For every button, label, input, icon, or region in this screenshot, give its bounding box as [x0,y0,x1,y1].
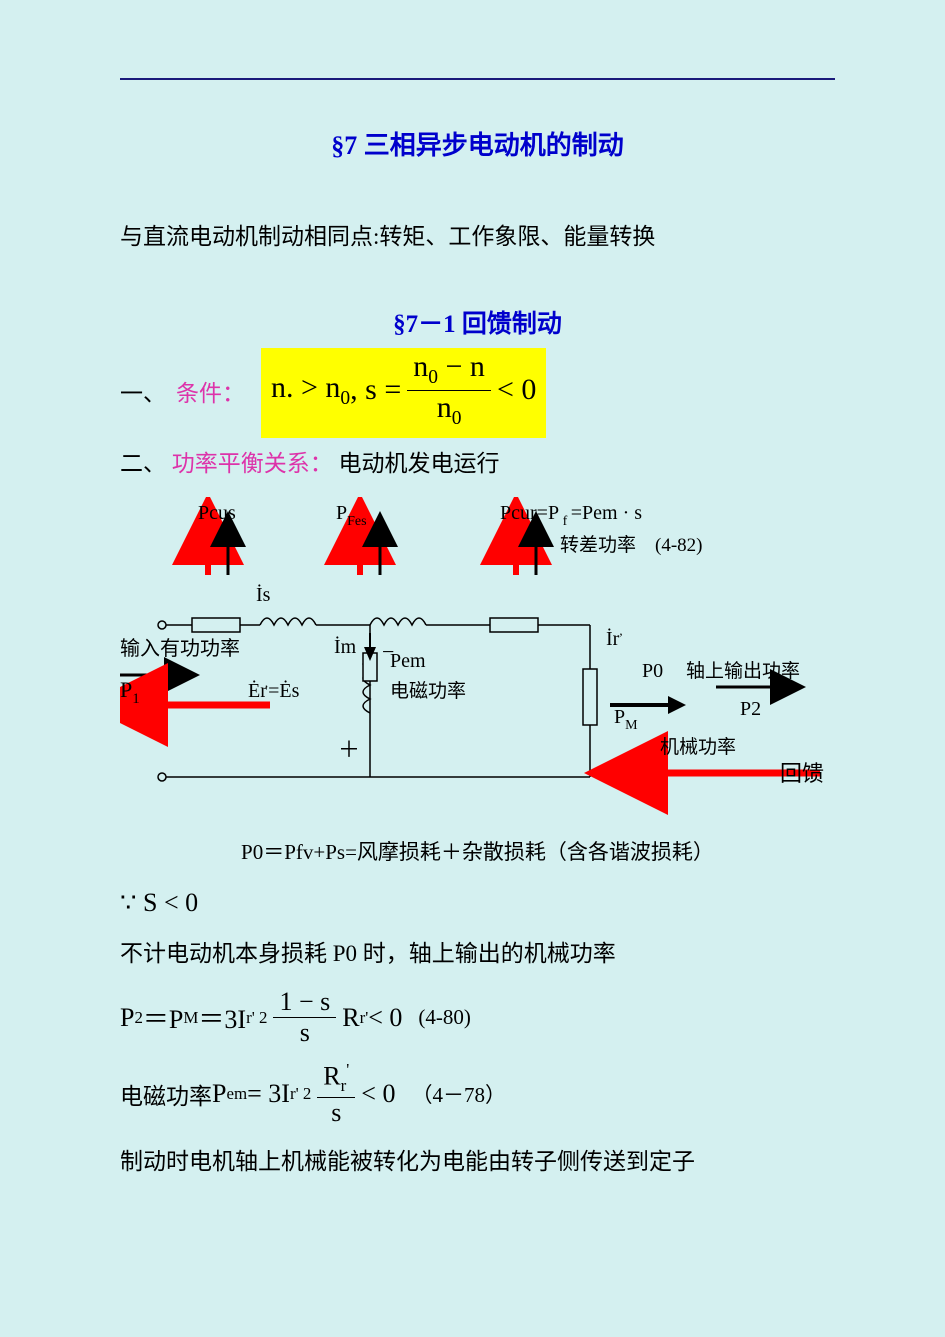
item2-label: 功率平衡关系： [172,451,333,476]
condition-formula: n. > n0 , s = n0 − n n0 < 0 [261,348,546,438]
label-pcus: Pcus [198,502,236,524]
formula-mid: , s = [350,373,401,407]
label-shaft-out: 轴上输出功率 [686,660,800,682]
label-p2: P2 [740,698,761,720]
label-pem: Pem [390,650,426,672]
formula-numerator: n0 − n [407,352,491,391]
section-7-1-heading: §7－1 回馈制动 [120,304,835,340]
since-s-lt-0: ∵ S < 0 [120,888,835,918]
item2-number: 二、 [120,451,166,476]
label-plus: ＋ [338,737,360,762]
label-p0: P0 [642,660,663,682]
formula-fraction: n0 − n n0 [407,352,491,428]
label-im: İm [334,635,357,658]
main-title: §7 三相异步电动机的制动 [120,125,835,162]
label-minus: − [382,639,394,664]
item1-label: 条件： [176,374,245,413]
label-em-power: 电磁功率 [390,680,466,702]
formula-denominator: n0 [437,391,462,429]
formula-lhs: n. > n0 [271,371,350,410]
eqnum-4-80: (4-80) [418,1005,470,1030]
intro-paragraph: 与直流电动机制动相同点:转矩、工作象限、能量转换 [120,217,835,256]
condition-row: 一、 条件： n. > n0 , s = n0 − n n0 < 0 [120,348,835,438]
item2-row: 二、 功率平衡关系： 电动机发电运行 [120,444,835,483]
eqnum-4-78: （4－78） [411,1079,506,1109]
pem-label: 电磁功率 [120,1077,212,1111]
item2-rest: 电动机发电运行 [339,451,500,476]
document-page: §7 三相异步电动机的制动 与直流电动机制动相同点:转矩、工作象限、能量转换 §… [0,0,945,1255]
label-is: İs [256,583,271,606]
arrow-pm-head [668,696,686,714]
label-er-es: Ėr,=Ės [248,675,300,702]
equation-pem: 电磁功率 Pem = 3Ir' 2 Rr' s < 0 （4－78） [120,1062,835,1126]
label-feedback: 回馈 [780,761,824,786]
label-input-power: 输入有功功率 [120,637,240,660]
label-pcur: Pcur=P f =Pem · s [500,502,642,529]
top-rule [120,78,835,80]
label-slip-power: 转差功率 (4-82) [560,534,702,556]
label-pfes: PFes [336,502,367,529]
power-flow-diagram: Pcus PFes Pcur=P f =Pem · s 转差功率 (4-82) … [120,497,835,822]
label-mech-power: 机械功率 [660,736,736,758]
label-ir: İr, [606,623,623,650]
item1-number: 一、 [120,374,166,413]
neglect-line: 不计电动机本身损耗 P0 时，轴上输出的机械功率 [120,934,835,973]
closing-paragraph: 制动时电机轴上机械能被转化为电能由转子侧传送到定子 [120,1142,835,1181]
diagram-svg: Pcus PFes Pcur=P f =Pem · s 转差功率 (4-82) … [120,497,840,817]
equation-p2: P2 ＝PM ＝3Ir' 2 1 − s s Rr' < 0 (4-80) [120,989,835,1046]
label-pm: PM [614,706,638,733]
diagram-caption: P0＝Pfv+Ps=风摩损耗＋杂散损耗（含各谐波损耗） [120,836,835,866]
formula-rhs: < 0 [497,373,536,407]
